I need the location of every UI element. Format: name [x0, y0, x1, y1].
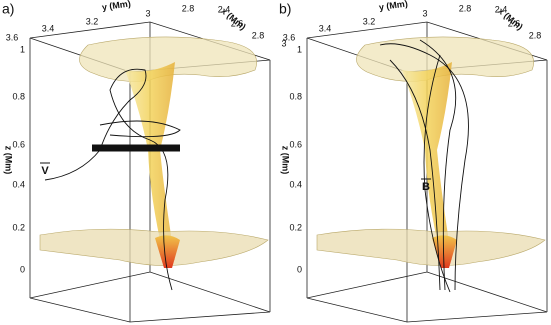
- x-tick-label: 2.4: [495, 4, 508, 14]
- z-tick-label: 0: [20, 264, 25, 274]
- z-tick-label: 0.6: [12, 139, 25, 149]
- scene-b: [306, 21, 548, 323]
- z-axis-title: z (Mm): [281, 146, 291, 175]
- vector-label: B: [422, 181, 430, 193]
- z-tick-label: 0.6: [289, 139, 302, 149]
- z-tick-label: 0.4: [289, 179, 302, 189]
- panel-label: a): [2, 1, 14, 17]
- z-tick-label: 0: [297, 264, 302, 274]
- vector-label: V: [41, 165, 49, 177]
- x-tick-label: 3: [281, 38, 286, 48]
- x-tick-label: 2.6: [231, 18, 244, 28]
- x-tick-label: 2.6: [508, 18, 521, 28]
- field-lines-a: [44, 68, 181, 291]
- y-tick-label: 3.4: [319, 23, 332, 33]
- z-tick-label: 0.2: [12, 222, 25, 232]
- y-tick-label: 3.2: [86, 16, 99, 26]
- y-tick-label: 3.4: [42, 23, 55, 33]
- y-tick-label: 3.6: [283, 32, 296, 42]
- z-tick-label: 0.8: [12, 91, 25, 101]
- z-tick-label: 0.4: [12, 179, 25, 189]
- panel-label: b): [279, 1, 291, 17]
- x-tick-label: 2.8: [252, 30, 265, 40]
- field-lines-b: [379, 39, 469, 293]
- z-tick-label: 1: [297, 44, 302, 54]
- z-tick-label: 0.2: [289, 222, 302, 232]
- y-axis-title: y (Mm): [378, 0, 408, 12]
- y-tick-label: 3: [422, 8, 427, 18]
- y-tick-label: 2.8: [182, 3, 195, 13]
- y-tick-label: 3.6: [6, 32, 19, 42]
- x-tick-label: 2.8: [529, 30, 542, 40]
- z-axis-title: z (Mm): [4, 146, 14, 175]
- z-tick-label: 1: [20, 44, 25, 54]
- x-tick-label: 2.4: [218, 4, 231, 14]
- y-tick-label: 3: [145, 8, 150, 18]
- y-axis-title: y (Mm): [101, 0, 131, 12]
- y-tick-label: 2.8: [459, 3, 472, 13]
- y-tick-label: 3.2: [363, 16, 376, 26]
- z-tick-label: 0.8: [289, 91, 302, 101]
- scene-a: [29, 21, 271, 323]
